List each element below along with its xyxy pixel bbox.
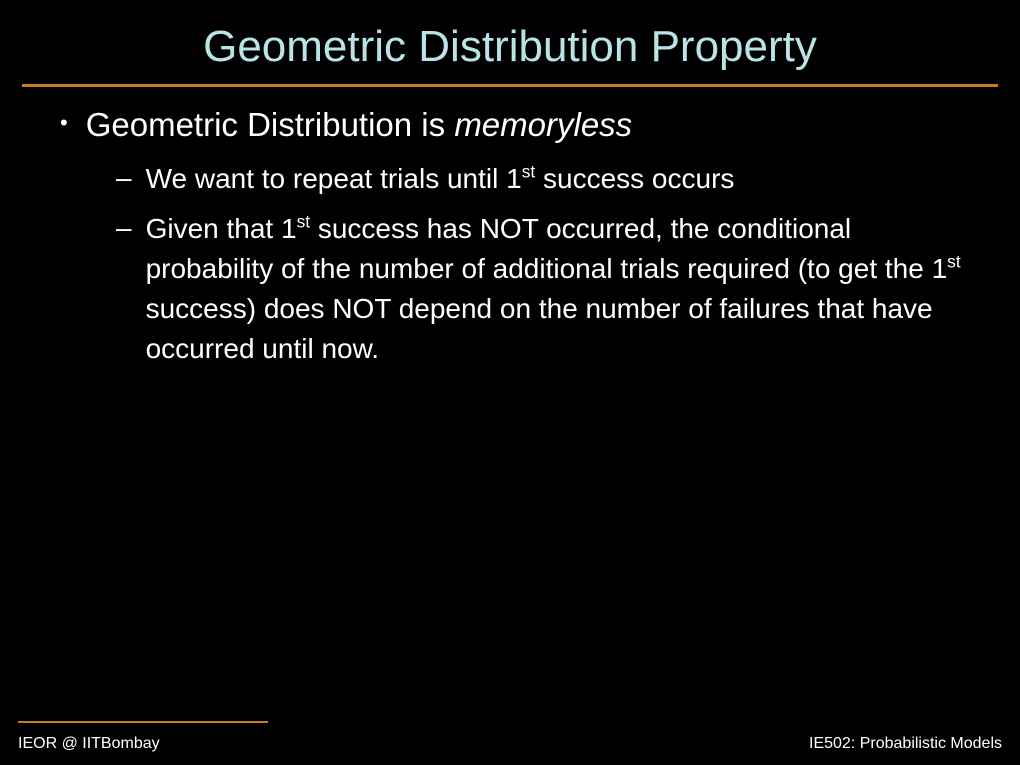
bullet-dot-icon: • bbox=[60, 105, 68, 141]
main-bullet-italic: memoryless bbox=[454, 106, 632, 143]
footer-line bbox=[18, 721, 268, 723]
bullet-dash-icon: – bbox=[116, 159, 132, 197]
slide: Geometric Distribution Property • Geomet… bbox=[0, 0, 1020, 765]
main-bullet-prefix: Geometric Distribution is bbox=[86, 106, 455, 143]
bullet-dash-icon: – bbox=[116, 209, 132, 247]
slide-footer: IEOR @ IITBombay IE502: Probabilistic Mo… bbox=[0, 721, 1020, 765]
slide-content: • Geometric Distribution is memoryless –… bbox=[0, 87, 1020, 369]
sub-bullet-2-text: Given that 1st success has NOT occurred,… bbox=[146, 209, 970, 369]
sub-bullet-2: – Given that 1st success has NOT occurre… bbox=[116, 209, 970, 369]
footer-left: IEOR @ IITBombay bbox=[18, 735, 160, 753]
main-bullet-text: Geometric Distribution is memoryless bbox=[86, 105, 632, 145]
footer-text: IEOR @ IITBombay IE502: Probabilistic Mo… bbox=[0, 735, 1020, 765]
main-bullet: • Geometric Distribution is memoryless bbox=[50, 105, 970, 145]
sub-bullet-1-text: We want to repeat trials until 1st succe… bbox=[146, 159, 735, 199]
slide-title: Geometric Distribution Property bbox=[0, 0, 1020, 84]
footer-right: IE502: Probabilistic Models bbox=[809, 735, 1002, 753]
sub-bullet-list: – We want to repeat trials until 1st suc… bbox=[50, 159, 970, 369]
sub-bullet-1: – We want to repeat trials until 1st suc… bbox=[116, 159, 970, 199]
